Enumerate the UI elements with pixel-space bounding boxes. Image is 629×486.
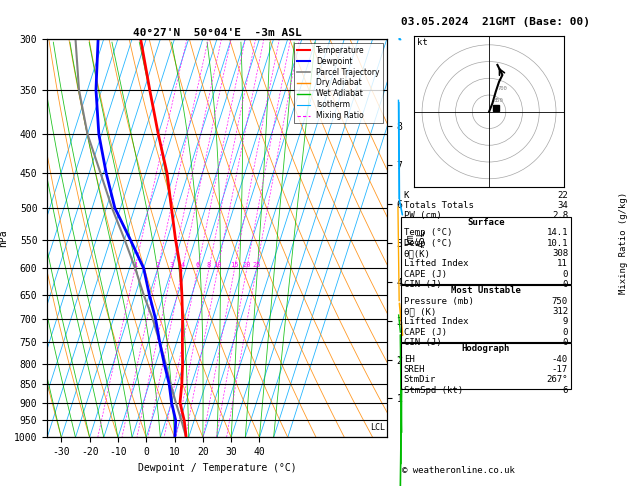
Text: 750: 750: [552, 296, 568, 306]
Text: 11: 11: [557, 260, 568, 268]
Legend: Temperature, Dewpoint, Parcel Trajectory, Dry Adiabat, Wet Adiabat, Isotherm, Mi: Temperature, Dewpoint, Parcel Trajectory…: [294, 43, 383, 123]
Text: Temp (°C): Temp (°C): [404, 228, 452, 237]
Text: 25: 25: [252, 262, 261, 268]
Text: 6: 6: [196, 262, 200, 268]
Text: Most Unstable: Most Unstable: [451, 286, 521, 295]
Text: 9: 9: [562, 317, 568, 327]
Text: 0: 0: [562, 338, 568, 347]
Text: LCL: LCL: [370, 423, 386, 432]
Text: StmDir: StmDir: [404, 376, 436, 384]
Y-axis label: km
ASL: km ASL: [405, 229, 427, 247]
Text: θᴇ (K): θᴇ (K): [404, 307, 436, 316]
Text: 10: 10: [214, 262, 222, 268]
Text: -40: -40: [552, 355, 568, 364]
Text: 1: 1: [133, 262, 137, 268]
Text: Lifted Index: Lifted Index: [404, 317, 469, 327]
Text: 2: 2: [156, 262, 160, 268]
Y-axis label: hPa: hPa: [0, 229, 8, 247]
Text: 6: 6: [562, 386, 568, 395]
Text: 14.1: 14.1: [547, 228, 568, 237]
Text: 2.8: 2.8: [552, 211, 568, 221]
Text: Lifted Index: Lifted Index: [404, 260, 469, 268]
Text: 267°: 267°: [547, 376, 568, 384]
Text: θᴇ(K): θᴇ(K): [404, 249, 431, 258]
X-axis label: Dewpoint / Temperature (°C): Dewpoint / Temperature (°C): [138, 463, 296, 473]
Text: PW (cm): PW (cm): [404, 211, 442, 221]
Text: Dewp (°C): Dewp (°C): [404, 239, 452, 247]
Text: 20: 20: [243, 262, 251, 268]
Text: SREH: SREH: [404, 365, 425, 374]
Text: CAPE (J): CAPE (J): [404, 270, 447, 279]
Text: © weatheronline.co.uk: © weatheronline.co.uk: [402, 466, 515, 475]
Text: K: K: [404, 191, 409, 200]
Text: Hodograph: Hodograph: [462, 344, 510, 353]
Text: 8: 8: [207, 262, 211, 268]
Text: StmSpd (kt): StmSpd (kt): [404, 386, 463, 395]
Text: CIN (J): CIN (J): [404, 280, 442, 289]
Text: 700: 700: [498, 86, 507, 91]
Text: 0: 0: [562, 328, 568, 337]
Text: 3: 3: [170, 262, 174, 268]
Text: Mixing Ratio (g/kg): Mixing Ratio (g/kg): [619, 192, 628, 294]
Title: 40°27'N  50°04'E  -3m ASL: 40°27'N 50°04'E -3m ASL: [133, 28, 301, 38]
Text: 10.1: 10.1: [547, 239, 568, 247]
Text: 15: 15: [230, 262, 239, 268]
Text: EH: EH: [404, 355, 415, 364]
Text: kt: kt: [417, 38, 428, 47]
Text: -17: -17: [552, 365, 568, 374]
Text: 0: 0: [562, 270, 568, 279]
Text: 03.05.2024  21GMT (Base: 00): 03.05.2024 21GMT (Base: 00): [401, 17, 590, 27]
Text: CIN (J): CIN (J): [404, 338, 442, 347]
Text: Surface: Surface: [467, 218, 504, 226]
Text: 850: 850: [494, 98, 504, 103]
Text: 4: 4: [181, 262, 185, 268]
Text: CAPE (J): CAPE (J): [404, 328, 447, 337]
Text: Pressure (mb): Pressure (mb): [404, 296, 474, 306]
Text: Totals Totals: Totals Totals: [404, 201, 474, 210]
Text: 34: 34: [557, 201, 568, 210]
Text: 22: 22: [557, 191, 568, 200]
Text: 308: 308: [552, 249, 568, 258]
Text: 312: 312: [552, 307, 568, 316]
Text: 0: 0: [562, 280, 568, 289]
